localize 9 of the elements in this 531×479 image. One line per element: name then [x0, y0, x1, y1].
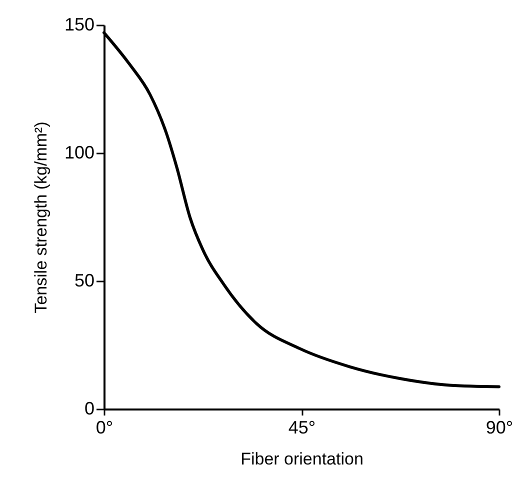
y-tick-label: 150: [64, 14, 94, 34]
x-tick-label: 90°: [486, 418, 514, 438]
y-tick-label: 100: [64, 142, 94, 162]
x-tick-label: 45°: [288, 418, 316, 438]
x-tick-label: 0°: [96, 418, 114, 438]
x-axis-title: Fiber orientation: [240, 450, 364, 468]
y-axis-title: Tensile strength (kg/mm²): [31, 122, 50, 314]
y-tick-label: 0: [84, 398, 94, 418]
y-tick-label: 50: [74, 270, 94, 290]
